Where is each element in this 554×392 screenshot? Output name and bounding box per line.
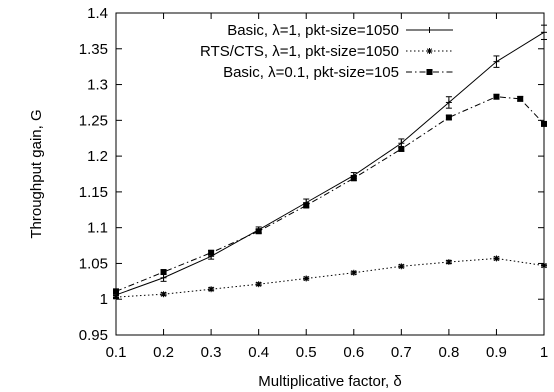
x-axis-label: Multiplicative factor, δ — [258, 373, 401, 390]
data-point — [208, 286, 214, 292]
x-tick-label: 0.2 — [153, 344, 174, 361]
x-tick-label: 0.7 — [391, 344, 412, 361]
series-line — [115, 96, 545, 292]
x-axis-ticks: 0.1 0.2 0.3 0.4 0.5 0.6 0.7 0.8 0.9 1 — [106, 13, 548, 361]
series-3 — [113, 93, 547, 295]
y-tick-label: 1.4 — [87, 5, 108, 22]
data-point — [541, 262, 547, 269]
legend-marker — [426, 48, 433, 54]
x-tick-label: 1 — [540, 344, 548, 361]
series-layer — [113, 24, 547, 301]
x-tick-label: 0.8 — [438, 344, 459, 361]
data-point — [517, 95, 524, 102]
legend: Basic, λ=1, pkt-size=1050 RTS/CTS, λ=1, p… — [200, 22, 453, 81]
legend-label: Basic, λ=0.1, pkt-size=105 — [223, 64, 399, 81]
series-line — [115, 257, 545, 298]
series-line — [115, 31, 545, 296]
plot-border — [115, 12, 545, 336]
data-point — [446, 259, 452, 265]
data-point — [398, 263, 404, 269]
y-axis-ticks: 0.95 1 1.05 1.1 1.15 1.2 1.25 1.3 1.35 1.4 — [79, 5, 544, 344]
x-tick-label: 0.6 — [343, 344, 364, 361]
x-tick-label: 0.9 — [486, 344, 507, 361]
series-2 — [113, 255, 547, 301]
legend-label: Basic, λ=1, pkt-size=1050 — [227, 22, 399, 39]
y-tick-label: 0.95 — [79, 327, 108, 344]
data-point — [208, 249, 215, 256]
x-tick-label: 0.4 — [248, 344, 269, 361]
data-point — [398, 145, 405, 152]
y-tick-label: 1.15 — [79, 184, 108, 201]
data-point — [113, 294, 119, 300]
data-point — [493, 93, 500, 100]
data-point — [541, 120, 547, 127]
x-tick-label: 0.1 — [106, 344, 127, 361]
y-tick-label: 1.3 — [87, 77, 108, 94]
data-point — [493, 255, 500, 262]
data-point — [255, 228, 262, 235]
data-point — [350, 175, 357, 182]
y-tick-label: 1.2 — [87, 148, 108, 165]
data-point — [445, 114, 452, 121]
data-point — [160, 291, 167, 297]
data-point — [256, 281, 262, 287]
data-point — [351, 270, 357, 276]
legend-label: RTS/CTS, λ=1, pkt-size=1050 — [200, 43, 399, 60]
data-point — [303, 275, 309, 282]
plot-frame — [115, 12, 545, 336]
y-tick-label: 1.1 — [87, 220, 108, 237]
data-point — [303, 202, 310, 209]
x-tick-label: 0.3 — [201, 344, 222, 361]
y-tick-label: 1.05 — [79, 255, 108, 272]
y-tick-label: 1.35 — [79, 41, 108, 58]
data-point — [113, 288, 119, 295]
y-axis-label: Throughput gain, G — [28, 109, 45, 238]
x-tick-label: 0.5 — [296, 344, 317, 361]
y-tick-label: 1.25 — [79, 112, 108, 129]
data-point — [160, 269, 167, 276]
legend-marker — [426, 69, 433, 75]
y-tick-label: 1 — [100, 291, 108, 308]
